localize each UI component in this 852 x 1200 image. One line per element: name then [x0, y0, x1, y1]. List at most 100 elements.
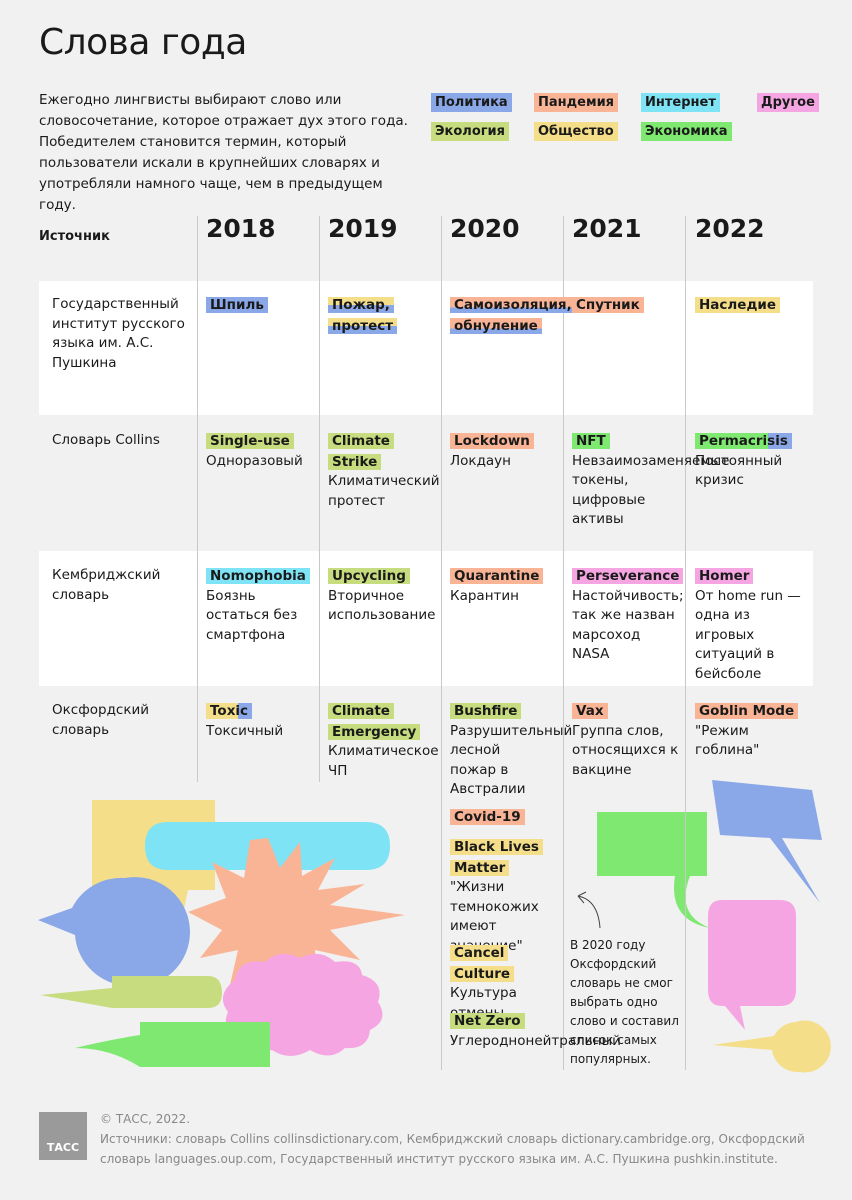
blue-bubble [38, 877, 190, 988]
word-highlight: Шпиль [206, 297, 268, 313]
word-highlight: Наследие [695, 297, 780, 313]
word-highlight: Perseverance [572, 568, 684, 584]
orange-burst [188, 838, 405, 1000]
word-highlight: Net Zero [450, 1013, 525, 1029]
translation: Токсичный [206, 722, 284, 739]
word-highlight: Homer [695, 568, 754, 584]
cell-cambridge-2020: Quarantine Карантин [450, 566, 564, 606]
legend-internet: Интернет [641, 93, 720, 112]
note-arrow-head [577, 891, 587, 904]
translation: "Жизни темнокожих имеют значение" [450, 879, 539, 954]
translation: Разрушительный лесной пожар в Австралии [450, 722, 573, 798]
cell-oxford-2021: Vax Группа слов, относящихся к вакцине [572, 701, 680, 780]
cell-cambridge-2021: Perseverance Настойчивость; так же назва… [572, 566, 684, 665]
translation: Карантин [450, 587, 519, 604]
olive-bubble [40, 976, 222, 1008]
source-cambridge: Кембриджский словарь [52, 567, 161, 603]
source-pushkin: Государственный институт русского языка … [52, 296, 185, 371]
source-collins: Словарь Collins [52, 432, 160, 448]
translation: "Режим гоблина" [695, 722, 760, 759]
blue-bubble-right [712, 780, 822, 903]
word-highlight: Toxic [206, 703, 253, 719]
green-bubble-right [597, 812, 710, 928]
oxford-2020-note: В 2020 году Оксфордский словарь не смог … [570, 938, 679, 1066]
word-highlight: Bushfire [450, 703, 522, 719]
cell-pushkin-2019: Пожар, протест [328, 295, 398, 336]
copyright: © ТАСС, 2022. [100, 1112, 191, 1126]
year-2022: 2022 [695, 214, 765, 243]
cell-pushkin-2021: Спутник [572, 295, 686, 316]
cell-oxford-2022: Goblin Mode "Режим гоблина" [695, 701, 809, 761]
translation: Постоянный кризис [695, 452, 783, 489]
note-arrow [577, 895, 601, 929]
cell-pushkin-2022: Наследие [695, 295, 809, 316]
col-divider [685, 216, 686, 1070]
word-highlight: Climate Strike [328, 433, 394, 470]
word-highlight: Cancel Culture [450, 945, 515, 982]
col-divider [319, 216, 320, 782]
word-highlight: NFT [572, 433, 610, 449]
legend-economy: Экономика [641, 122, 732, 141]
row-bg-cambridge [39, 551, 813, 686]
col-divider [441, 216, 442, 1070]
intro-text: Ежегодно лингвисты выбирают слово или сл… [39, 92, 408, 213]
source-oxford: Оксфордский словарь [52, 702, 150, 738]
year-2021: 2021 [572, 214, 642, 243]
legend-ecology: Экология [431, 122, 509, 141]
word-highlight: Vax [572, 703, 608, 719]
pink-bubble-right [708, 900, 796, 1030]
cell-collins-2020: Lockdown Локдаун [450, 431, 564, 471]
word-highlight: Upcycling [328, 568, 410, 584]
green-bubble-left [75, 1022, 270, 1067]
col-divider [563, 216, 564, 1070]
legend-other: Другое [757, 93, 819, 112]
col-divider [197, 216, 198, 782]
legend-society: Общество [534, 122, 618, 141]
translation: Вторичное использование [328, 587, 436, 624]
word-highlight: Black Lives Matter [450, 839, 543, 876]
translation: Настойчивость; так же назван марсоход NA… [572, 587, 684, 663]
oxford-2020-covid: Covid-19 [450, 807, 564, 828]
tass-logo: ТАСС [39, 1112, 87, 1160]
word-highlight: Спутник [572, 297, 644, 313]
oxford-2020-blm: Black Lives Matter "Жизни темнокожих име… [450, 837, 550, 956]
translation: Боязнь остаться без смартфона [206, 587, 298, 643]
translation: Невзаимозаменяемые токены, цифровые акти… [572, 452, 730, 528]
cell-oxford-2020: Bushfire Разрушительный лесной пожар в А… [450, 701, 573, 800]
word-highlight: Goblin Mode [695, 703, 799, 719]
footer: © ТАСС, 2022. Источники: словарь Collins… [100, 1109, 820, 1169]
yellow-bubble-right [712, 1020, 831, 1073]
legend-pandemic: Пандемия [534, 93, 619, 112]
translation: Группа слов, относящихся к вакцине [572, 722, 679, 778]
year-2019: 2019 [328, 214, 398, 243]
translation: Одноразовый [206, 452, 303, 469]
sources-text: Источники: словарь Collins collinsdictio… [100, 1132, 805, 1166]
word-highlight: Nomophobia [206, 568, 310, 584]
word-highlight: Quarantine [450, 568, 544, 584]
year-2018: 2018 [206, 214, 276, 243]
translation: Углероднонейтральный [450, 1032, 621, 1049]
cell-oxford-2018: Toxic Токсичный [206, 701, 320, 741]
word-highlight: Climate Emergency [328, 703, 421, 740]
cell-collins-2022: Permacrisis Постоянный кризис [695, 431, 809, 491]
source-header: Источник [39, 229, 110, 244]
cell-cambridge-2022: Homer От home run — одна из игровых ситу… [695, 566, 807, 684]
page-title: Слова года [39, 22, 247, 63]
oxford-2020-net-zero: Net Zero Углероднонейтральный [450, 1011, 621, 1051]
word-highlight: Single-use [206, 433, 294, 449]
cell-cambridge-2018: Nomophobia Боязнь остаться без смартфона [206, 566, 311, 645]
legend-politics: Политика [431, 93, 512, 112]
cell-pushkin-2018: Шпиль [206, 295, 320, 316]
word-highlight: Permacrisis [695, 433, 792, 449]
cell-oxford-2019: Climate Emergency Климатическое ЧП [328, 701, 439, 781]
year-2020: 2020 [450, 214, 520, 243]
translation: Климатическое ЧП [328, 743, 439, 779]
translation: Климатический протест [328, 473, 440, 509]
cell-pushkin-2020: Самоизоляция, обнуление [450, 295, 576, 336]
translation: От home run — одна из игровых ситуаций в… [695, 587, 801, 682]
word-highlight: Covid-19 [450, 809, 525, 825]
cell-cambridge-2019: Upcycling Вторичное использование [328, 566, 442, 626]
cell-collins-2019: Climate Strike Климатический протест [328, 431, 442, 511]
cell-collins-2018: Single-use Одноразовый [206, 431, 320, 471]
